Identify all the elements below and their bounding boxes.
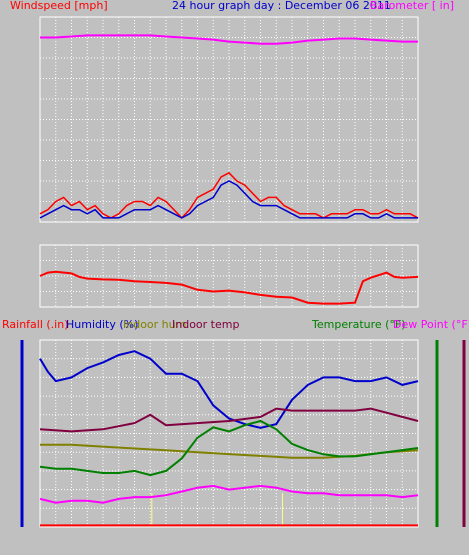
wind-direction-line xyxy=(39,270,419,305)
windspeed-line xyxy=(39,171,419,219)
windspeed-average-line xyxy=(39,180,418,219)
rainfall-legend: Rainfall (.in) xyxy=(2,318,69,331)
wind-direction-series xyxy=(39,270,419,305)
wind-direction-grid xyxy=(40,244,418,308)
sun-markers xyxy=(151,493,284,527)
rain-humidity-temp-axes xyxy=(20,340,466,527)
indoor-temp-legend: Indoor temp xyxy=(172,318,239,331)
rain-humidity-temp-series xyxy=(39,350,419,527)
temperature-legend: Temperature (°F) xyxy=(311,318,406,331)
wind-barometer-series xyxy=(39,34,419,219)
humidity-legend: Humidity (%) xyxy=(66,318,138,331)
temperature-line xyxy=(39,419,419,477)
barometer-axis-title: Barometer [ in] xyxy=(370,0,454,12)
windspeed-axis-title: Windspeed [mph] xyxy=(10,0,108,12)
indoor-hum-legend: Indoor hum xyxy=(123,318,186,331)
barometer-line xyxy=(40,34,418,45)
humidity-line xyxy=(39,350,419,429)
dew-point-line xyxy=(39,484,419,504)
graph-title: 24 hour graph day : December 06 2011 xyxy=(172,0,391,12)
indoor-temp-line xyxy=(39,407,419,433)
dew-point-legend: Dew Point (°F) xyxy=(393,318,469,331)
